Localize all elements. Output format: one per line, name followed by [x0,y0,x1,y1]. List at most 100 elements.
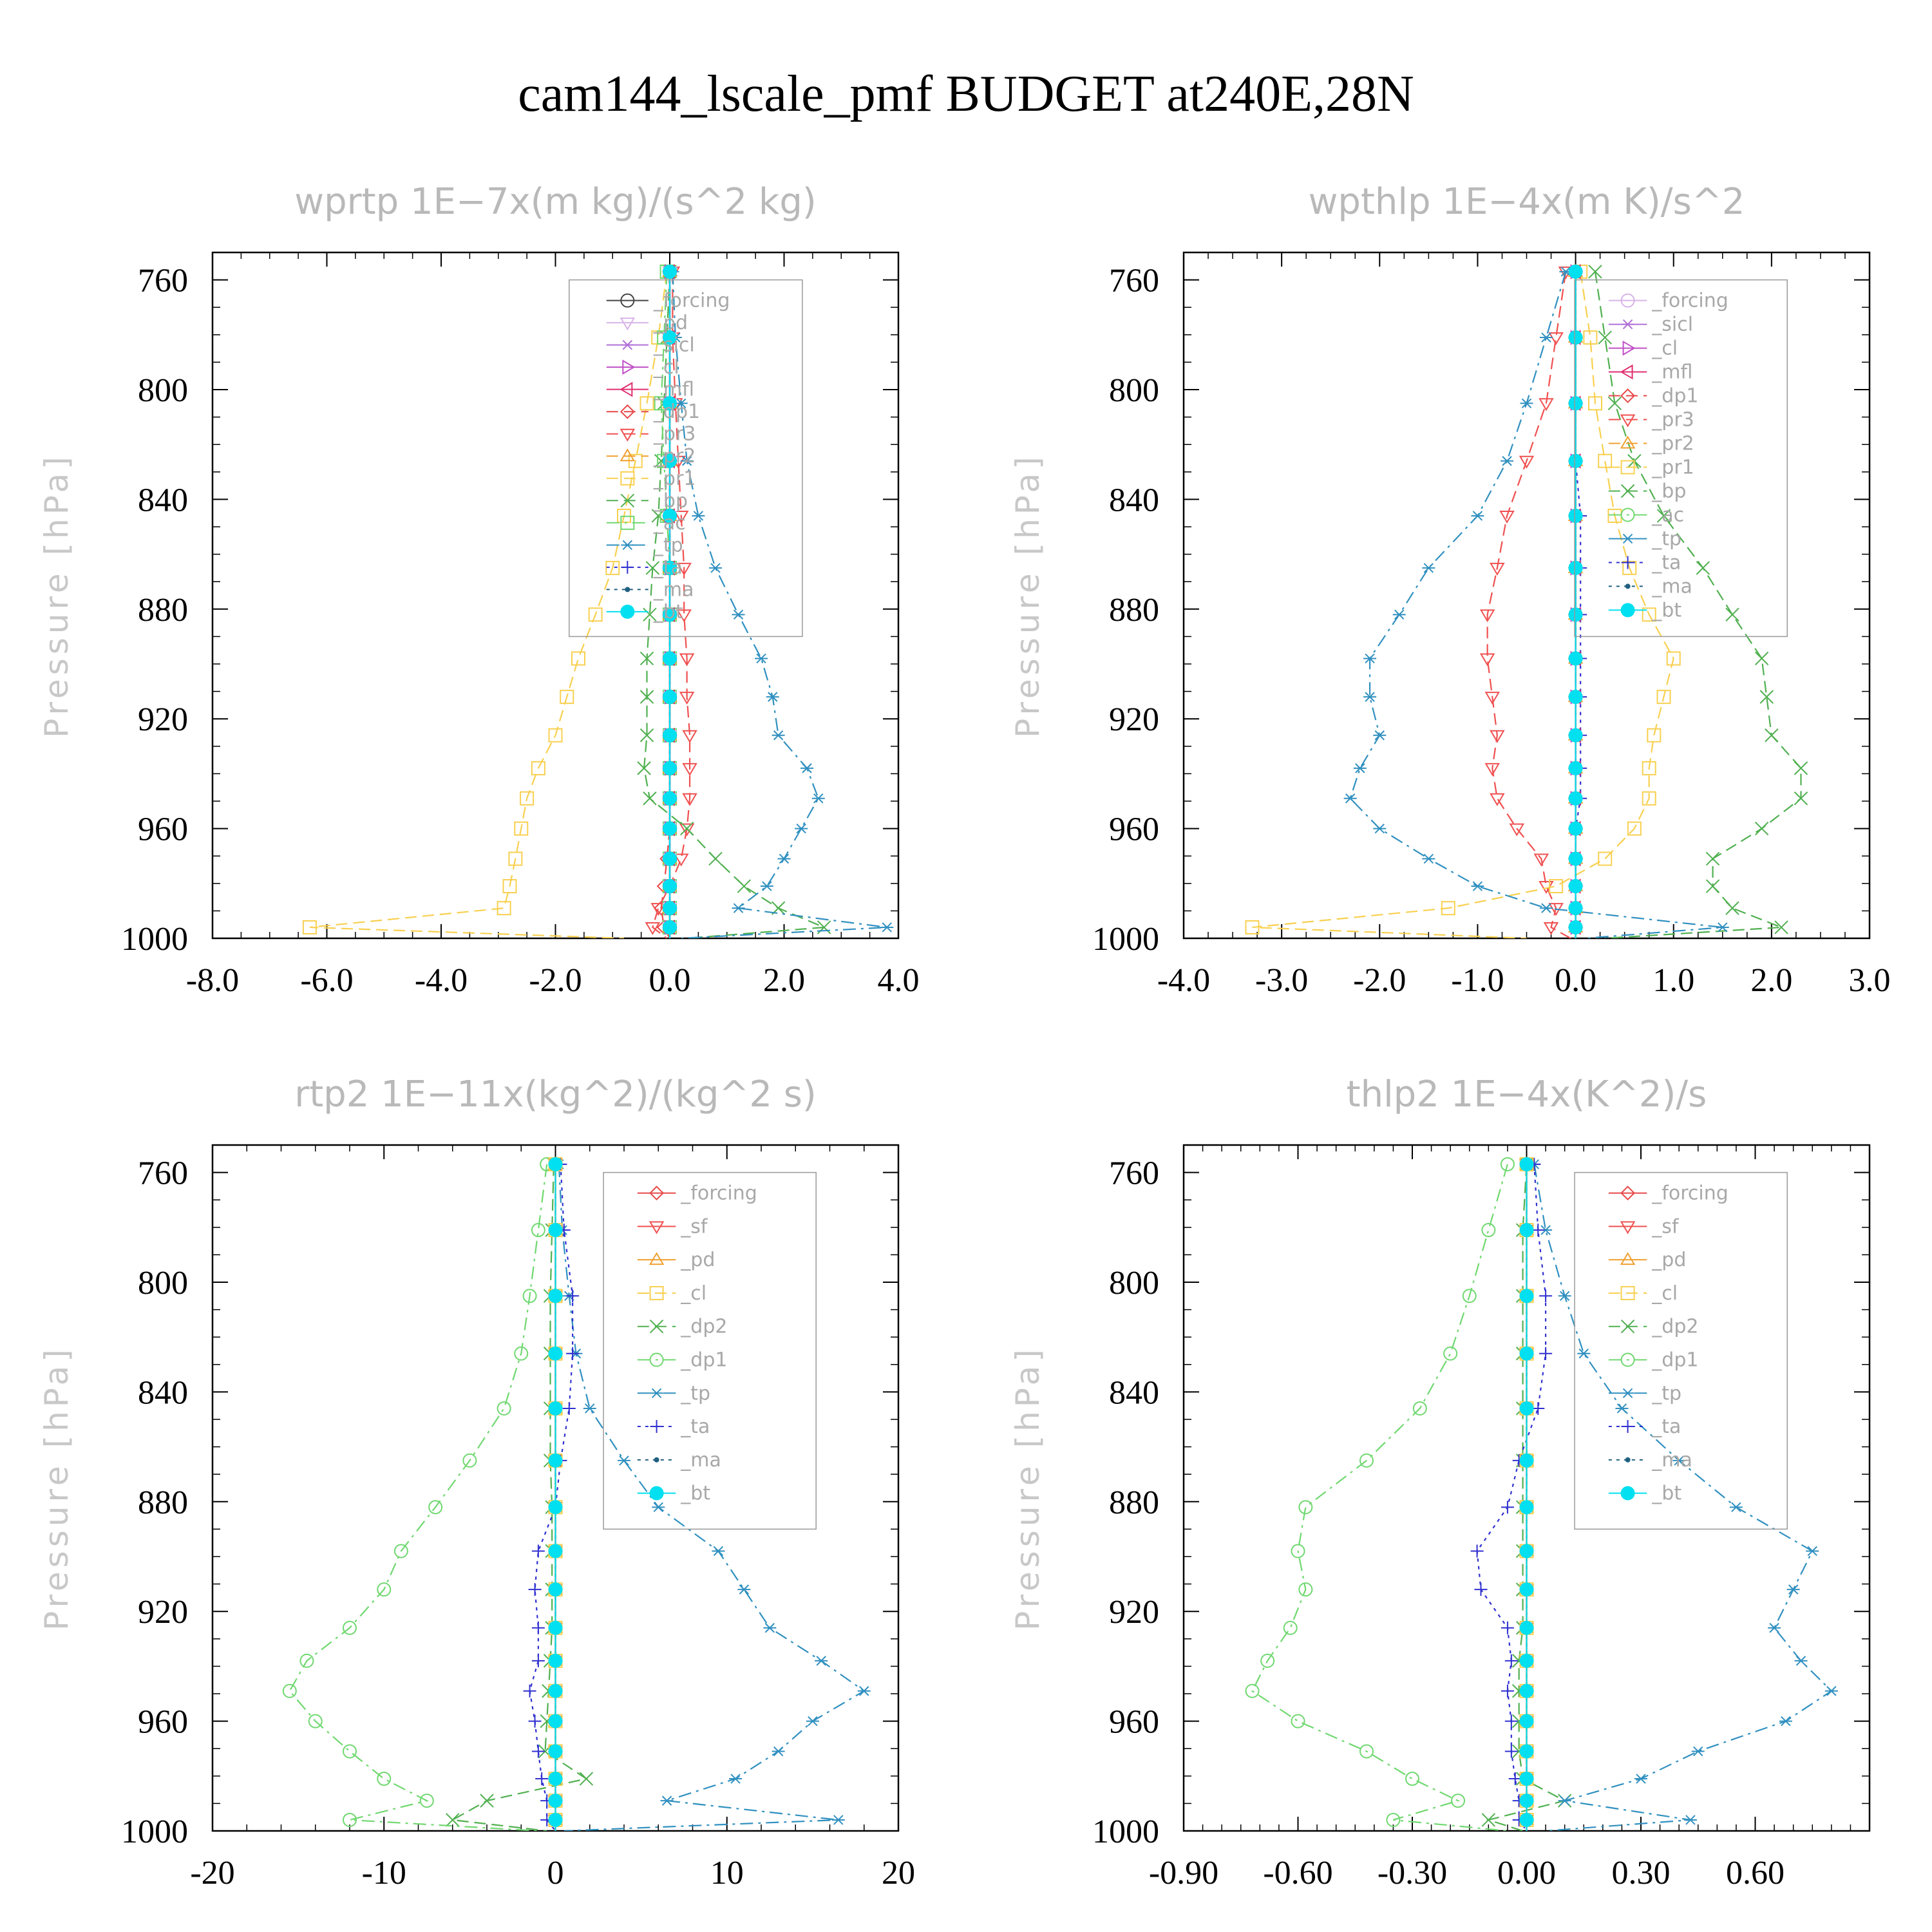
series-dp1-point [1260,1653,1275,1668]
series-bt-point [663,920,677,934]
series-bp-point [645,561,660,575]
legend-entry-ta-marker [650,1420,663,1434]
series-ta-point [1501,1621,1514,1634]
series-tp-point [1786,1584,1800,1595]
series-pr3-point [682,762,697,776]
legend-entry-bt-label: _bt [680,1482,710,1505]
series-bt-point [1568,330,1583,345]
series-dp1-point [1283,1620,1298,1635]
legend-entry-ac-marker [1620,507,1635,522]
series-tp-point [880,922,894,933]
series-pr1-point [1598,851,1613,866]
series-ta-point [531,1621,545,1634]
series-pr3-point [1543,922,1559,935]
legend-entry-pd-label: _pd [653,312,688,334]
series-dp1-line [289,1164,548,1831]
series-tp-point [1794,1656,1808,1666]
legend-entry-dp2-marker [649,1320,664,1334]
y-tick-label: 840 [138,482,188,518]
legend-entry-pr1-label: _pr1 [653,468,696,490]
series-pr1-point [1441,901,1455,916]
series-bt-point [1568,264,1583,279]
legend-entry-forcing-label: _forcing [1651,290,1728,312]
legend-entry-ma-label: _ma [680,1449,721,1472]
panel-title: wprtp 1E−7x(m kg)/(s^2 kg) [294,181,816,223]
y-axis-label: Pressure [hPa] [38,453,75,738]
series-dp1-point [514,1346,529,1361]
legend-entry-forcing-marker [1620,1186,1636,1201]
series-tp-point [1672,1455,1686,1466]
legend-entry-cl-label: _cl [1651,337,1678,360]
series-pr1-line [1252,271,1674,938]
series-bt-point [1568,920,1583,934]
legend-entry-pd-marker [620,317,636,331]
series-group [302,263,894,938]
x-tick-label: -8.0 [186,962,239,999]
series-dp1-point [308,1714,323,1728]
series-tp-point [1634,1774,1647,1784]
series-pr1-point [497,901,511,916]
series-ta-point [1501,1684,1514,1698]
series-pr1-point [639,396,654,411]
legend-entry-cl-marker [622,359,636,375]
series-tp-point [1501,456,1514,466]
series-bp-point [639,651,654,666]
series-pr3-point [676,562,692,576]
series-pr1-point [1583,330,1598,345]
series-pr3-point [1509,823,1525,837]
series-tp-point [1471,511,1484,521]
series-dp1-point [299,1653,314,1668]
series-tp-point [1716,922,1729,933]
series-bt-point [663,264,677,279]
y-tick-label: 880 [1109,1484,1159,1521]
legend-entry-pr3-marker [1620,414,1636,428]
legend-entry-cl-marker [1620,1285,1635,1300]
series-ta-point [528,1583,542,1596]
y-tick-label: 960 [138,1704,188,1741]
legend-entry-pr2-label: _pr2 [1651,433,1694,455]
series-tp-point [1558,1795,1571,1806]
series-bp-point [1656,509,1671,523]
series-bp-line [643,271,825,938]
series-bt-point [1519,1714,1534,1728]
series-ta-point [566,1347,580,1360]
series-tp-point [680,456,694,466]
series-ta-point [531,1654,545,1667]
series-pr3-point [1533,853,1549,867]
legend-entry-dp1-label: _dp1 [653,401,700,423]
legend-entry-sicl-marker [1621,319,1634,330]
x-tick-label: 10 [710,1855,744,1891]
series-bt-point [1568,651,1583,666]
legend-entry-tp-label: _tp [680,1382,710,1405]
legend-entry-pd-marker [1620,1252,1636,1265]
legend-entry-pr3-marker [620,428,636,442]
series-bp-point [1794,761,1808,775]
series-tp-point [732,609,745,620]
legend-entry-ma-marker [625,587,630,592]
legend-entry-bt-marker [620,604,635,619]
series-bp-point [1607,396,1622,411]
series-bt-point [1568,791,1583,806]
y-axis-label: Pressure [hPa] [1009,1345,1046,1631]
legend: _forcing_pd_sicl_cl_mfl_dp1_pr3_pr2_pr1_… [569,279,803,638]
series-dp1-point [1451,1794,1465,1808]
legend-entry-pr1-label: _pr1 [1651,457,1694,479]
series-tp-point [712,1546,725,1557]
series-bt-point [1568,728,1583,743]
series-bt-point [1568,761,1583,775]
legend-entry-sicl-label: _sicl [1651,314,1693,336]
series-pr1-point [531,761,545,775]
series-tp-point [692,511,705,521]
series-tp-point [1520,398,1533,409]
series-pr3-point [1490,793,1505,806]
series-bt-point [663,821,677,836]
series-dp1-point [1443,1346,1458,1361]
series-bp-point [639,728,654,743]
y-tick-label: 920 [1109,1594,1159,1631]
series-bt-point [1519,1346,1534,1361]
legend-entry-forcing-label: _forcing [1651,1182,1728,1205]
legend-entry-ta-label: _ta [1651,1416,1681,1438]
series-tp-point [1422,563,1435,573]
series-bt-point [548,1289,563,1303]
series-bt-point [663,791,677,806]
